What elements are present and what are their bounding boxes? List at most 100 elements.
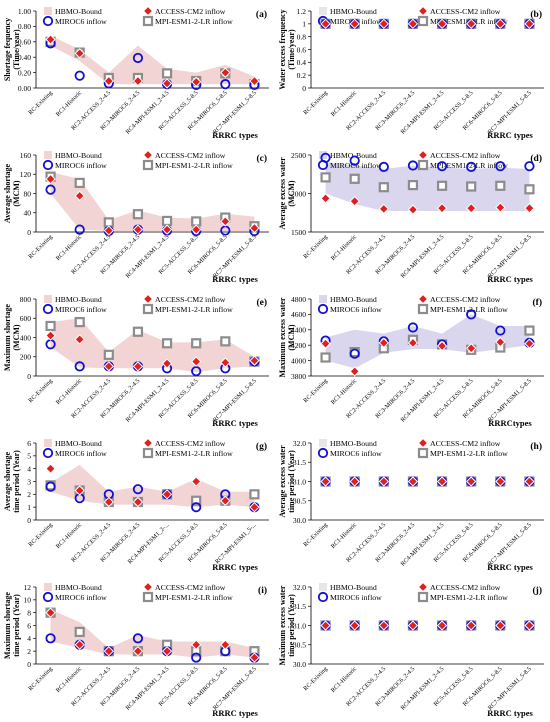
legend: HBMO-Bound ACCESS-CM2 inflow MIROC6 inflow… [317,293,508,315]
y-tick-label: 4 [27,634,31,643]
panel-label: (h) [530,441,542,452]
legend: HBMO-Bound ACCESS-CM2 inflow MIROC6 inflow… [317,437,508,459]
legend-hbmo-swatch [319,583,327,591]
x-tick-label: RC-Existing [302,665,329,692]
miroc-point [220,79,231,90]
access-point [524,338,535,349]
mpi-point [74,626,85,638]
legend-access-marker [142,293,154,305]
miroc-point [45,633,56,644]
access-point [249,501,260,513]
miroc-point [191,366,202,377]
access-point [495,202,506,213]
x-tick-label: RC1-Historic [330,665,359,694]
mpi-point [191,216,202,227]
x-tick-label: RC-Existing [27,377,54,404]
panel-label: (e) [256,297,267,308]
legend-hbmo-label: HBMO-Bound [55,7,102,16]
legend-miroc-label: MIROC6 inflow [330,305,382,314]
y-tick-label: 0.4 [297,58,307,67]
x-axis-label: RRRC types [212,274,258,284]
legend-hbmo-label: HBMO-Bound [55,151,102,160]
panel-label: (d) [530,153,542,164]
access-point [249,355,260,366]
mpi-point [524,325,535,336]
y-tick-label: 31.0 [293,477,306,486]
y-tick-label: 0.80 [18,22,31,31]
panel-label: (g) [256,441,267,452]
access-point [161,224,173,235]
y-tick-label: 0 [27,516,31,525]
legend-miroc-label: MIROC6 inflow [55,449,107,458]
miroc-point [45,481,56,492]
access-point [45,607,56,618]
miroc-point [132,484,144,495]
access-point [378,620,390,631]
legend: HBMO-Bound ACCESS-CM2 inflow MIROC6 inflow… [42,581,233,603]
y-tick-label: 32.0 [293,439,306,448]
mpi-point [132,209,144,220]
x-tick-label: RC-Existing [302,377,329,404]
y-tick-label: 30.0 [293,660,306,669]
data-points [45,171,260,237]
legend-access-label: ACCESS-CM2 inflow [430,295,501,304]
legend-mpi-label: MPI-ESM1-2-LR inflow [155,449,233,458]
access-point [349,18,360,30]
y-tick-label: 30.5 [293,641,306,650]
x-tick-label: RC1-Historic [55,233,84,262]
access-point [161,645,173,657]
x-tick-label: RC1-Historic [55,89,84,118]
y-tick-label: 4400 [291,326,306,335]
access-point [220,67,231,78]
legend-access-label: ACCESS-CM2 inflow [430,151,501,160]
x-axis-label: RRRC types [212,130,258,140]
legend-mpi-marker [142,303,154,315]
legend-miroc-label: MIROC6 inflow [55,593,107,602]
miroc-point [495,325,506,336]
y-tick-label: 160 [20,151,32,160]
legend-access-marker [417,149,429,161]
y-axis-label: (MCM) [12,180,21,207]
chart-e: 0 200 400 600 800 Maximum shortage (MCM) RC-Exi… [3,293,269,428]
y-tick-label: 31.5 [293,458,306,467]
access-point [132,361,144,372]
panel-label: (c) [256,153,267,164]
legend-access-marker [417,437,429,449]
hbmo-bound-band [50,609,255,658]
miroc-point [132,52,144,64]
mpi-point [161,68,173,79]
y-axis-label: Shortage fequency [3,18,12,81]
data-points [45,607,260,663]
legend-mpi-marker [142,159,154,171]
hbmo-bound-band [325,162,530,211]
y-axis-label: Maximum shortage [3,304,12,371]
legend-mpi-label: MPI-ESM1-2-LR inflow [430,449,508,458]
x-tick-label: RC-Existing [27,233,54,260]
mpi-point [191,338,202,349]
legend-mpi-label: MPI-ESM1-2-LR inflow [155,593,233,602]
legend-hbmo-swatch [44,7,52,15]
access-point [190,639,202,650]
x-axis-label: RRRC types [487,130,533,140]
access-point [436,18,448,30]
miroc-point [407,322,419,333]
legend-miroc-marker [42,15,54,27]
legend-miroc-marker [42,159,54,171]
access-point [132,224,144,235]
legend: HBMO-Bound ACCESS-CM2 inflow MIROC6 inflow… [42,149,233,171]
legend-miroc-label: MIROC6 inflow [55,17,107,26]
y-tick-label: 1.2 [297,7,307,16]
legend-mpi-marker [142,15,154,27]
legend-access-marker [417,293,429,305]
miroc-point [524,161,535,172]
legend-hbmo-swatch [44,583,52,591]
mpi-point [103,217,114,228]
legend-mpi-label: MPI-ESM1-2-LR inflow [430,161,508,170]
miroc-point [74,224,85,235]
legend-hbmo-swatch [44,151,52,159]
hbmo-bound-band [325,314,530,369]
y-tick-label: 0 [302,84,306,93]
y-axis-label: (MCM) [287,180,296,207]
legend-access-label: ACCESS-CM2 inflow [430,439,501,448]
miroc-point [74,70,85,81]
